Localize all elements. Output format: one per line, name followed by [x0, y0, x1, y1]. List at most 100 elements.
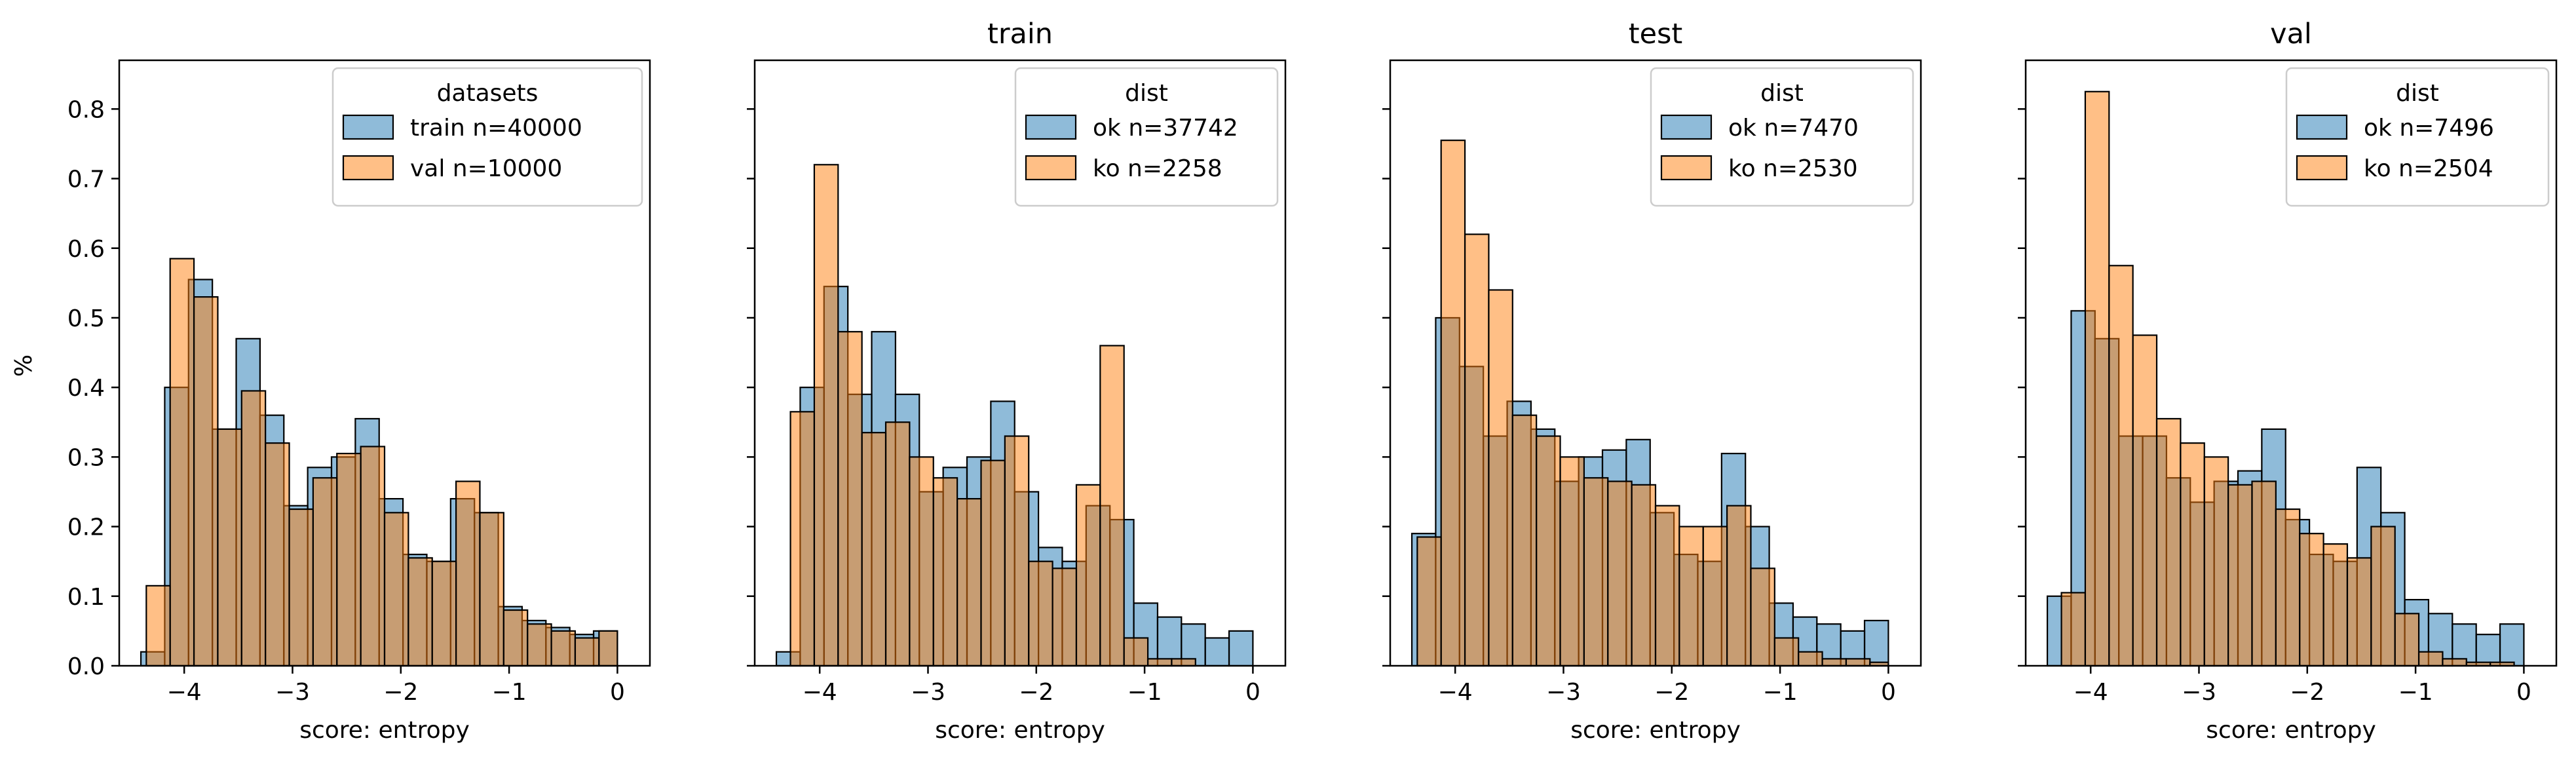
bar-orange [169, 258, 195, 667]
y-tick-label: 0.2 [67, 514, 105, 541]
bar-orange [574, 637, 600, 667]
bar-orange [2322, 543, 2349, 667]
y-tick-label: 0.7 [67, 166, 105, 193]
bar-orange [1678, 526, 1704, 667]
y-axis-label: % [10, 355, 37, 377]
chart-panel-0: −4 −3 −2 −1 0 0.0 0.1 0.2 0.3 0.4 0.5 0.6 0.7 0.8 scor… [67, 59, 651, 744]
bar-orange [884, 421, 911, 667]
bar-orange [2394, 613, 2420, 667]
legend-swatch-orange [2296, 155, 2348, 181]
bar-orange [2442, 658, 2467, 667]
x-tick-label: 0 [1881, 679, 1896, 706]
bar-orange [1702, 526, 1728, 667]
bar-orange [336, 452, 362, 667]
chart-panel-2: −4 −3 −2 −1 0 score: entropy test dist ok n=7470… [1382, 18, 1922, 744]
y-tick-label: 0.5 [67, 305, 105, 332]
y-tick-label: 0.8 [67, 96, 105, 123]
legend-label: ko n=2258 [1093, 155, 1222, 182]
bar-orange [407, 557, 433, 667]
bar-orange [193, 296, 219, 667]
bar-orange [2060, 592, 2087, 667]
bar-orange [789, 411, 816, 667]
bar-orange [1004, 435, 1030, 667]
bar-orange [1583, 477, 1609, 667]
bar-orange [383, 512, 409, 667]
legend: dist ok n=7470 ko n=2530 [1650, 67, 1914, 207]
x-tick-label: −4 [803, 679, 837, 706]
bar-orange [598, 630, 618, 667]
bar-orange [980, 459, 1006, 667]
bar-orange [861, 432, 887, 667]
bar-orange [2370, 526, 2396, 667]
bar-orange [1051, 567, 1078, 667]
y-tick-label: 0.6 [67, 236, 105, 263]
bar-orange [1440, 140, 1466, 667]
bar-orange [1146, 658, 1173, 667]
bar-blue [2499, 623, 2525, 667]
bar-orange [288, 508, 314, 667]
bar-orange [240, 390, 267, 667]
bar-orange [312, 477, 338, 667]
chart-panel-1: −4 −3 −2 −1 0 score: entropy train dist ok n=377… [747, 18, 1287, 744]
axes-frame [753, 59, 1287, 667]
x-tick-label: −4 [2074, 679, 2108, 706]
bar-orange [2180, 442, 2205, 667]
y-tick-label: 0.1 [67, 584, 105, 611]
x-axis-label: score: entropy [1570, 717, 1741, 744]
bar-orange [502, 609, 529, 667]
axes-frame [2024, 59, 2558, 667]
x-tick-label: −1 [492, 679, 527, 706]
legend-label: ok n=7470 [1728, 115, 1859, 142]
chart-title: val [2270, 18, 2312, 50]
bar-orange [1607, 480, 1633, 667]
legend-label: ok n=37742 [1093, 115, 1238, 142]
bar-orange [837, 331, 863, 667]
legend: datasets train n=40000 val n=10000 [331, 67, 643, 207]
legend-label: train n=40000 [410, 115, 582, 142]
bar-orange [479, 512, 504, 667]
legend-label: ko n=2504 [2364, 155, 2493, 182]
x-axis-label: score: entropy [299, 717, 470, 744]
chart-title: train [987, 18, 1053, 50]
bar-orange [2155, 417, 2182, 667]
x-axis-label: score: entropy [935, 717, 1105, 744]
bar-orange [1028, 560, 1053, 667]
legend-box [331, 67, 643, 207]
bar-orange [145, 585, 171, 667]
bar-orange [1123, 637, 1149, 667]
bar-orange [1488, 289, 1513, 667]
x-tick-label: −2 [2290, 679, 2324, 706]
legend-box [1650, 67, 1914, 207]
chart-panel-3: −4 −3 −2 −1 0 score: entropy val dist ok n=7496 k… [2018, 18, 2558, 744]
bar-orange [1773, 637, 1800, 667]
bar-orange [1821, 658, 1847, 667]
x-tick-label: −3 [911, 679, 945, 706]
x-tick-label: 0 [610, 679, 625, 706]
bar-orange [1559, 456, 1585, 667]
axes-frame [1389, 59, 1922, 667]
bar-orange [2108, 265, 2134, 667]
bar-orange [2346, 557, 2372, 667]
legend-box [2285, 67, 2550, 207]
bar-orange [1631, 484, 1657, 667]
x-tick-label: −4 [167, 679, 202, 706]
bar-orange [1750, 567, 1775, 667]
legend-title: dist [1125, 80, 1168, 107]
bar-orange [909, 456, 934, 667]
bar-orange [431, 560, 457, 667]
bar-orange [1171, 658, 1196, 667]
bar-orange [217, 428, 242, 667]
x-tick-label: −2 [1019, 679, 1053, 706]
x-tick-label: 0 [2516, 679, 2531, 706]
bar-blue [1228, 630, 1254, 667]
x-tick-label: −1 [1127, 679, 1162, 706]
legend: dist ok n=7496 ko n=2504 [2285, 67, 2550, 207]
legend-swatch-blue [1660, 114, 1713, 140]
legend-title: dist [1760, 80, 1804, 107]
bar-orange [1416, 536, 1442, 667]
bar-orange [1075, 484, 1101, 667]
bar-orange [2417, 651, 2444, 667]
bar-orange [1726, 505, 1752, 667]
legend-title: datasets [437, 80, 539, 107]
legend-title: dist [2396, 80, 2439, 107]
